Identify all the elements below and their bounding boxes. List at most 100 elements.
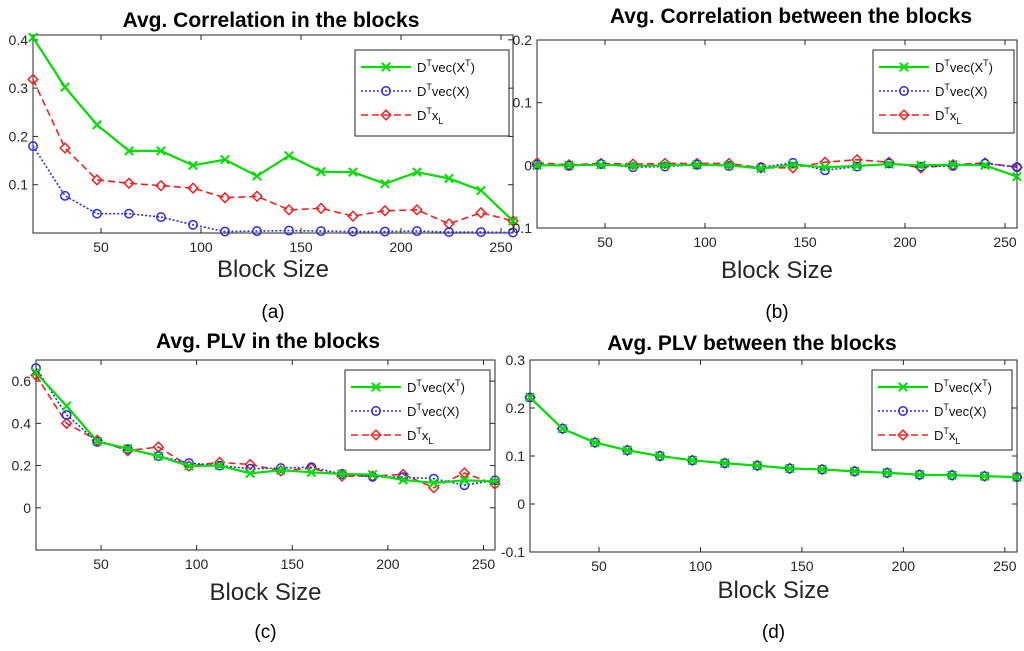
marker-diamond — [219, 191, 231, 204]
y-tick-label: 0.3 — [9, 80, 29, 96]
marker-diamond — [251, 190, 263, 203]
x-tick-label: 250 — [489, 239, 513, 255]
marker-circle — [348, 226, 358, 237]
y-tick-label: 0.2 — [9, 128, 29, 144]
marker-x — [275, 465, 286, 476]
x-tick-label: 250 — [472, 556, 496, 572]
marker-x-stroke — [220, 154, 230, 165]
marker-x — [557, 423, 568, 434]
y-tick-label: 0 — [524, 157, 532, 173]
y-tick-label: 0.4 — [9, 32, 29, 48]
series-vec-xt — [525, 392, 1022, 483]
marker-x-stroke — [508, 216, 518, 226]
legend-label-part: x — [949, 428, 956, 443]
legend-label: DTvec(X) — [417, 82, 469, 99]
marker-diamond — [897, 429, 909, 441]
marker-circle — [275, 463, 286, 474]
x-axis-label: Block Size — [209, 579, 321, 606]
marker-diamond — [898, 109, 910, 121]
marker-circle — [156, 212, 166, 223]
series-x-l — [27, 73, 519, 230]
legend-label-part: D — [935, 84, 944, 99]
marker-circle — [252, 226, 262, 237]
marker-circle — [220, 226, 230, 237]
legend-label-part: T — [426, 58, 432, 68]
marker-x-stroke — [980, 160, 990, 171]
marker-x-stroke — [380, 178, 390, 189]
x-tick-label: 50 — [597, 234, 613, 250]
marker-circle — [899, 86, 909, 96]
marker-x-stroke — [852, 161, 862, 171]
x-axis-label: Block Size — [717, 577, 829, 604]
legend-label-part: D — [934, 380, 943, 395]
marker-x — [508, 216, 518, 226]
marker-x — [476, 185, 486, 196]
legend-label-part: x — [432, 108, 439, 123]
series-line — [529, 396, 1018, 479]
legend-label-part: vec(X) — [432, 84, 470, 99]
y-tick-label: 0.1 — [506, 448, 526, 464]
marker-x — [532, 160, 542, 171]
legend-label-part: T — [943, 402, 949, 412]
marker-diamond — [347, 210, 359, 222]
legend-label: DTxL — [407, 426, 433, 446]
marker-circle — [980, 158, 990, 169]
marker-x — [1012, 472, 1022, 483]
marker-x — [948, 159, 958, 170]
series-line — [32, 145, 514, 234]
marker-x — [153, 451, 164, 461]
legend-box — [871, 369, 1013, 451]
series-line — [32, 79, 514, 225]
legend-label-part: vec(X) — [949, 404, 987, 419]
marker-circle — [476, 227, 486, 237]
marker-x — [628, 161, 638, 171]
legend-label-part: T — [944, 82, 950, 92]
marker-x — [784, 463, 795, 474]
legend-label-part: D — [417, 60, 426, 75]
legend-label-part: T — [943, 426, 949, 436]
marker-x — [428, 477, 439, 488]
panel-c: Avg. PLV in the blocks Block Size (c) 50 100… — [12, 330, 501, 643]
legend-label-part: D — [407, 404, 416, 419]
series-vec-xt — [532, 159, 1022, 182]
legend-label-part: vec(X) — [950, 84, 988, 99]
legend-box — [354, 49, 510, 137]
marker-circle — [398, 472, 409, 483]
marker-x-stroke — [557, 423, 568, 434]
marker-x-stroke — [1012, 472, 1022, 483]
marker-x — [60, 82, 70, 93]
series-vec-xt — [28, 32, 518, 226]
legend-label-part: T — [983, 58, 989, 68]
marker-x — [660, 160, 670, 171]
marker-x — [525, 392, 535, 403]
y-tick-label: 0.1 — [9, 177, 29, 193]
marker-x — [412, 167, 422, 178]
marker-x — [92, 119, 102, 130]
marker-x-stroke — [245, 468, 256, 479]
marker-x — [380, 178, 390, 189]
legend-label-part: T — [426, 106, 432, 116]
marker-x — [914, 469, 925, 480]
marker-x-stroke — [817, 464, 828, 475]
marker-x — [316, 166, 326, 177]
legend: DTvec(XT)DTvec(X)DTxL — [871, 369, 1013, 451]
legend-label: DTvec(XT) — [935, 58, 993, 75]
marker-diamond — [315, 202, 327, 215]
marker-x-stroke — [459, 475, 470, 486]
marker-x-stroke — [371, 382, 381, 392]
marker-circle — [557, 423, 568, 434]
marker-x — [756, 163, 766, 174]
marker-x-stroke — [428, 477, 439, 488]
marker-x — [184, 461, 194, 471]
chart-title: Avg. Correlation between the blocks — [610, 5, 972, 28]
marker-x-stroke — [306, 467, 317, 478]
marker-x-stroke — [532, 160, 542, 171]
marker-x — [654, 451, 665, 461]
marker-circle — [60, 190, 70, 201]
marker-circle — [371, 406, 381, 416]
legend-label: DTvec(X) — [934, 402, 986, 419]
marker-x — [898, 382, 908, 392]
marker-x — [61, 401, 72, 411]
marker-x — [564, 160, 574, 171]
x-axis-label: Block Size — [721, 257, 833, 284]
